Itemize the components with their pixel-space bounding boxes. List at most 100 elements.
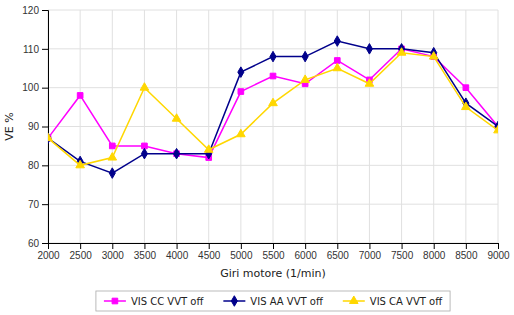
grid-line: [48, 126, 498, 127]
data-point: [204, 145, 213, 152]
tick-label: 3000: [102, 250, 125, 261]
tick: 8000: [423, 243, 446, 261]
x-axis-title: Giri motore (1/min): [220, 267, 326, 280]
data-point: [397, 48, 406, 55]
tick-mark: [369, 243, 370, 249]
legend-box: [96, 291, 450, 311]
series-line: [48, 41, 498, 173]
tick-label: 60: [28, 238, 40, 249]
data-point: [76, 160, 85, 167]
data-point: [302, 51, 308, 62]
tick: 100: [22, 82, 48, 93]
legend-marker: [231, 296, 237, 307]
legend-item: VIS AA VVT off: [223, 296, 324, 307]
tick-mark: [241, 243, 242, 249]
tick-label: 8500: [455, 250, 478, 261]
y-axis-title: VE %: [3, 112, 16, 140]
data-point: [463, 85, 469, 91]
data-point: [365, 79, 374, 86]
tick: 9000: [487, 243, 510, 261]
tick-label: 2500: [70, 250, 93, 261]
data-point: [172, 114, 181, 121]
tick: 6500: [327, 243, 350, 261]
tick: 5500: [262, 243, 285, 261]
grid-line: [48, 10, 498, 11]
tick-mark: [209, 243, 210, 249]
tick: 4000: [166, 243, 189, 261]
tick-mark: [80, 243, 81, 249]
data-point: [462, 102, 471, 109]
tick-label: 7000: [359, 250, 382, 261]
data-point: [334, 36, 340, 47]
axis-line: [42, 11, 49, 244]
tick: 3000: [102, 243, 125, 261]
legend-label: VIS CC VVT off: [131, 296, 205, 307]
tick-label: 70: [28, 199, 40, 210]
data-point: [109, 168, 115, 179]
tick: 80: [28, 160, 48, 171]
grid: [48, 10, 498, 243]
tick: 60: [28, 238, 48, 249]
data-point: [108, 153, 117, 160]
y-axis: 60 70 80 90 100 110 120: [22, 5, 48, 249]
x-axis: 2000 2500 3000 3500 4000 4500 5000 5500 6000 6500…: [37, 243, 510, 261]
tick-label: 120: [22, 5, 39, 16]
grid-line: [48, 204, 498, 205]
data-point: [429, 52, 438, 59]
tick-label: 110: [23, 44, 39, 55]
tick: 6000: [295, 243, 318, 261]
data-point: [48, 133, 52, 140]
tick: 5000: [230, 243, 253, 261]
tick: 8500: [455, 243, 478, 261]
legend-label: VIS AA VVT off: [250, 296, 324, 307]
tick-mark: [112, 243, 113, 249]
tick-mark: [42, 127, 48, 128]
tick: 90: [28, 121, 48, 132]
data-point: [366, 44, 372, 55]
axis-line: [49, 244, 499, 250]
grid-line: [48, 87, 498, 88]
data-point: [494, 125, 498, 132]
tick-mark: [144, 243, 145, 249]
tick-mark: [498, 243, 499, 249]
data-point: [270, 51, 276, 62]
chart: 2000 2500 3000 3500 4000 4500 5000 5500 6000 6500…: [0, 0, 514, 315]
tick: 7000: [359, 243, 382, 261]
tick: 120: [22, 5, 48, 16]
tick: 2500: [70, 243, 93, 261]
tick-mark: [434, 243, 435, 249]
tick-label: 80: [28, 160, 40, 171]
series: [48, 46, 498, 160]
tick-mark: [273, 243, 274, 249]
tick-label: 7500: [391, 250, 414, 261]
data-point: [140, 83, 149, 90]
data-point: [237, 129, 246, 136]
plot: 2000 2500 3000 3500 4000 4500 5000 5500 6000 6500…: [22, 5, 510, 261]
tick-mark: [42, 88, 48, 89]
legend-label: VIS CA VVT off: [370, 296, 443, 307]
tick: 7500: [391, 243, 414, 261]
tick-label: 100: [22, 82, 39, 93]
tick-label: 3500: [134, 250, 157, 261]
tick-label: 5000: [230, 250, 253, 261]
grid-line: [48, 48, 498, 49]
tick: 2000: [37, 243, 60, 261]
tick: 4500: [198, 243, 221, 261]
tick-mark: [42, 10, 48, 11]
legend-item: VIS CA VVT off: [343, 296, 443, 307]
tick-label: 2000: [37, 250, 60, 261]
tick-mark: [337, 243, 338, 249]
data-point: [238, 67, 244, 78]
series-line: [48, 53, 498, 166]
tick-mark: [42, 165, 48, 166]
grid-line: [48, 165, 498, 166]
tick-mark: [42, 243, 48, 244]
tick-label: 6000: [295, 250, 318, 261]
data-point: [77, 93, 83, 99]
tick-label: 9000: [487, 250, 510, 261]
data-point: [174, 148, 180, 159]
data-point: [333, 63, 342, 70]
legend-marker: [112, 298, 118, 304]
tick-label: 4500: [198, 250, 221, 261]
series: [48, 48, 498, 168]
